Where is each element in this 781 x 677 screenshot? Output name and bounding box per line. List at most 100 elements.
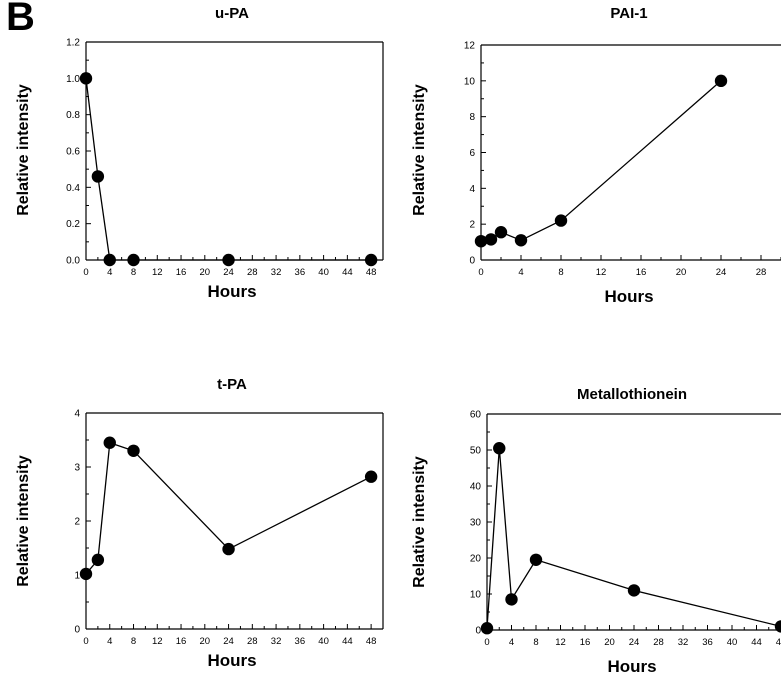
x-tick-label: 8	[533, 637, 538, 648]
data-point	[103, 436, 116, 449]
x-tick-label: 0	[83, 267, 88, 278]
y-tick-label: 12	[464, 41, 476, 52]
x-tick-label: 4	[518, 267, 523, 278]
x-tick-label: 12	[152, 636, 163, 647]
data-point	[127, 444, 140, 457]
x-tick-label: 8	[131, 636, 136, 647]
y-tick-label: 2	[74, 517, 80, 528]
y-tick-label: 0.6	[66, 147, 80, 158]
y-tick-label: 8	[469, 112, 475, 123]
x-tick-label: 28	[247, 267, 258, 278]
x-axis-label: Hours	[207, 282, 256, 301]
x-tick-label: 16	[636, 267, 647, 278]
x-tick-label: 36	[295, 267, 306, 278]
data-point	[474, 234, 488, 248]
x-tick-label: 24	[223, 267, 234, 278]
x-tick-label: 20	[676, 267, 687, 278]
data-point	[554, 214, 568, 227]
y-tick-label: 1.0	[66, 74, 80, 85]
x-tick-label: 4	[107, 267, 112, 278]
x-tick-label: 40	[318, 636, 329, 647]
data-point	[222, 542, 235, 556]
y-axis-label: Relative intensity	[15, 455, 32, 587]
panel-letter: B	[6, 0, 35, 39]
series-line	[486, 448, 781, 629]
y-tick-label: 0.2	[66, 219, 80, 230]
x-tick-label: 48	[776, 637, 781, 648]
chart-u-pa: u-PA Hours Relative intensity 0.0 0.2 0.4 0.6 0…	[15, 5, 384, 301]
data-point	[127, 253, 140, 267]
x-axis-label: Hours	[207, 651, 256, 670]
data-point	[529, 553, 543, 566]
x-tick-label: 24	[716, 267, 727, 278]
data-point	[505, 593, 518, 606]
x-tick-label: 28	[756, 267, 767, 278]
y-tick-label: 1	[74, 571, 80, 582]
data-point	[494, 226, 508, 239]
x-tick-label: 16	[176, 636, 187, 647]
chart-title: PAI-1	[610, 5, 647, 22]
x-tick-label: 32	[678, 637, 689, 648]
x-tick-label: 40	[727, 637, 738, 648]
x-tick-label: 8	[131, 267, 136, 278]
x-tick-label: 36	[702, 637, 713, 648]
data-point	[514, 234, 528, 247]
chart-title: t-PA	[217, 376, 247, 393]
x-tick-label: 4	[107, 636, 112, 647]
y-tick-label: 0	[469, 256, 475, 267]
y-tick-label: 50	[470, 446, 482, 457]
y-tick-label: 0	[475, 626, 481, 637]
chart-metallothionein: Metallothionein Hours Relative intensity 0 1…	[411, 386, 781, 676]
y-tick-label: 3	[74, 463, 80, 474]
x-tick-label: 28	[653, 637, 664, 648]
data-point	[222, 253, 235, 267]
y-axis-label: Relative intensity	[15, 84, 32, 216]
y-tick-label: 0	[74, 625, 80, 636]
y-tick-label: 60	[470, 410, 482, 421]
x-tick-label: 0	[83, 636, 88, 647]
x-tick-label: 24	[223, 636, 234, 647]
x-tick-label: 20	[200, 267, 211, 278]
x-tick-label: 16	[580, 637, 591, 648]
x-tick-label: 40	[318, 267, 329, 278]
data-point	[714, 74, 728, 88]
data-point	[79, 72, 93, 85]
x-tick-label: 48	[366, 636, 377, 647]
data-point	[627, 584, 641, 597]
x-tick-label: 4	[509, 637, 514, 648]
x-tick-label: 44	[342, 636, 353, 647]
y-tick-label: 10	[470, 590, 482, 601]
x-tick-label: 0	[484, 637, 489, 648]
x-tick-label: 12	[596, 267, 607, 278]
y-tick-label: 40	[470, 482, 482, 493]
y-tick-label: 0.8	[66, 110, 80, 121]
x-tick-label: 12	[555, 637, 566, 648]
chart-title: u-PA	[215, 5, 249, 22]
data-point	[364, 470, 378, 483]
x-axis-label: Hours	[607, 657, 656, 676]
x-tick-label: 20	[604, 637, 615, 648]
x-tick-label: 16	[176, 267, 187, 278]
y-tick-label: 2	[469, 220, 475, 231]
y-tick-label: 6	[469, 148, 475, 159]
y-axis-label: Relative intensity	[411, 84, 428, 216]
y-tick-label: 0.4	[66, 183, 80, 194]
series-line	[480, 80, 722, 242]
data-point	[79, 567, 93, 581]
data-point	[493, 442, 506, 455]
x-axis-label: Hours	[604, 287, 653, 306]
y-tick-label: 30	[470, 518, 482, 529]
x-tick-label: 44	[751, 637, 762, 648]
data-point	[484, 233, 498, 246]
x-tick-label: 8	[558, 267, 563, 278]
x-tick-label: 44	[342, 267, 353, 278]
x-tick-label: 12	[152, 267, 163, 278]
y-tick-label: 4	[74, 409, 80, 420]
y-tick-label: 20	[470, 554, 482, 565]
chart-title: Metallothionein	[577, 386, 687, 403]
y-tick-label: 10	[464, 76, 476, 87]
y-tick-label: 1.2	[66, 38, 80, 49]
data-point	[103, 253, 116, 267]
